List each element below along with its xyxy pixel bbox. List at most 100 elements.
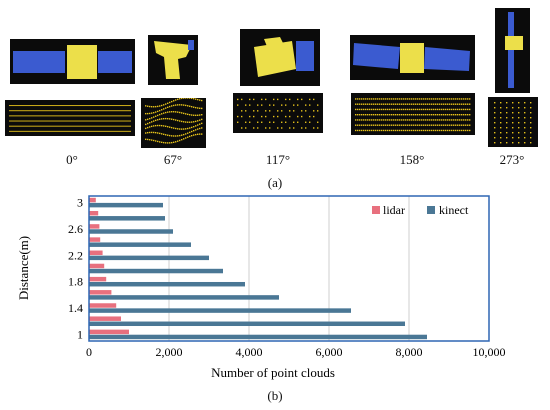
panel-a-label: (a) (267, 175, 283, 190)
point-cloud-dot (11, 115, 13, 117)
point-cloud-dot (87, 115, 89, 117)
point-cloud-dot (443, 103, 445, 105)
point-cloud-dot (105, 120, 107, 122)
point-cloud-dot (109, 115, 111, 117)
point-cloud-dot (401, 114, 403, 116)
point-cloud-dot (15, 120, 17, 122)
point-cloud-dot (181, 128, 183, 130)
point-cloud-dot (103, 130, 105, 132)
point-cloud-dot (387, 108, 389, 111)
point-cloud-dot (409, 108, 411, 111)
point-cloud-dot (39, 115, 41, 117)
point-cloud-dot (113, 125, 115, 127)
point-cloud-dot (91, 120, 93, 122)
point-cloud-dot (113, 105, 115, 107)
point-cloud-dot (151, 106, 153, 108)
point-cloud-dot (409, 98, 411, 100)
point-cloud-dot (75, 105, 77, 107)
point-cloud-dot (397, 103, 399, 105)
point-cloud-dot (181, 120, 183, 123)
point-cloud-dot (77, 115, 79, 117)
point-cloud-dot (237, 115, 239, 118)
y-tick-label: 1.8 (68, 275, 83, 289)
point-cloud-dot (87, 125, 89, 127)
point-cloud-dot (273, 104, 275, 106)
point-cloud-dot (117, 115, 119, 117)
point-cloud-dot (55, 115, 57, 117)
point-cloud-dot (91, 110, 93, 112)
point-cloud-dot (189, 135, 191, 138)
point-cloud-dot (17, 120, 19, 122)
point-cloud-dot (101, 130, 103, 132)
bar-lidar (89, 237, 101, 242)
point-cloud-dot (383, 98, 385, 100)
point-cloud-dot (19, 110, 21, 112)
point-cloud-dot (53, 120, 55, 122)
point-cloud-dot (109, 110, 111, 112)
point-cloud-dot (365, 124, 367, 126)
point-cloud-dot (27, 115, 29, 117)
point-cloud-dot (421, 124, 423, 126)
point-cloud-dot (417, 108, 419, 111)
point-cloud-dot (107, 105, 109, 107)
point-cloud-dot (67, 125, 69, 127)
point-cloud-dot (369, 129, 371, 132)
point-cloud-dot (107, 130, 109, 132)
point-cloud-dot (447, 108, 449, 111)
point-cloud-dot (261, 121, 263, 123)
point-cloud-dot (181, 138, 183, 141)
point-cloud-dot (361, 103, 363, 105)
point-cloud-dot (155, 111, 157, 113)
point-cloud-dot (467, 103, 469, 105)
angle-label-0: 0° (66, 152, 78, 167)
point-cloud-dot (439, 114, 441, 116)
point-cloud-dot (381, 98, 383, 100)
point-cloud-dot (41, 110, 43, 112)
point-cloud-dot (309, 104, 311, 106)
point-cloud-dot (195, 106, 197, 109)
bar-kinect (89, 321, 405, 327)
point-cloud-dot (161, 133, 163, 135)
point-cloud-dot (187, 121, 189, 123)
point-cloud-dot (391, 103, 393, 105)
point-cloud-dot (425, 129, 427, 132)
point-cloud-dot (109, 125, 111, 127)
point-cloud-dot (512, 112, 514, 114)
point-cloud-dot (105, 105, 107, 107)
point-cloud-dot (445, 114, 447, 116)
point-cloud-dot (75, 125, 77, 127)
point-cloud-dot (494, 142, 496, 144)
point-cloud-dot (429, 114, 431, 116)
point-cloud-dot (103, 120, 105, 122)
point-cloud-dot (441, 119, 443, 121)
angle-label-67: 67° (163, 152, 183, 167)
point-cloud-dot (21, 120, 23, 122)
point-cloud-dot (63, 115, 65, 117)
point-cloud-dot (518, 142, 520, 144)
point-cloud-dot (427, 98, 429, 100)
point-cloud-dot (427, 108, 429, 111)
point-cloud-dot (183, 104, 185, 106)
point-cloud-dot (441, 124, 443, 126)
point-cloud-dot (419, 103, 421, 105)
point-cloud-dot (443, 108, 445, 111)
point-cloud-dot (41, 120, 43, 122)
point-cloud-dot (461, 124, 463, 126)
point-cloud-dot (41, 125, 43, 127)
point-cloud-dot (43, 125, 45, 127)
x-tick-label: 4,000 (236, 345, 263, 359)
point-cloud-dot (463, 103, 465, 105)
point-cloud-dot (415, 119, 417, 121)
point-cloud-dot (293, 127, 295, 129)
point-cloud-dot (403, 129, 405, 132)
point-cloud-dot (245, 121, 247, 123)
point-cloud-dot (163, 133, 165, 136)
point-cloud-dot (185, 121, 187, 123)
point-cloud-dot (289, 127, 291, 129)
point-cloud-dot (453, 124, 455, 126)
point-cloud-dot (121, 120, 123, 122)
point-cloud-dot (445, 108, 447, 111)
point-cloud-dot (369, 119, 371, 121)
y-axis-title: Distance(m) (16, 236, 31, 300)
point-cloud-dot (9, 130, 11, 132)
